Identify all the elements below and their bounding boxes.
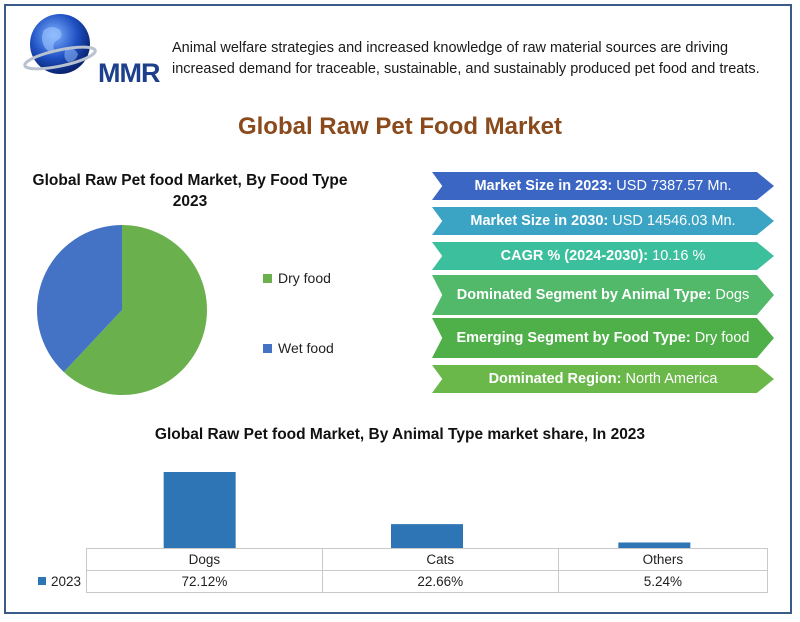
- stat-label: Emerging Segment by Food Type:: [456, 329, 691, 346]
- bar-dogs: [163, 472, 236, 548]
- category-label: Dogs: [86, 548, 323, 571]
- stat-label: Dominated Region:: [488, 370, 622, 387]
- legend-swatch: [38, 577, 46, 585]
- headline-text: Animal welfare strategies and increased …: [172, 40, 760, 77]
- legend-dry-food: Dry food: [263, 270, 331, 286]
- legend-label: Wet food: [278, 340, 334, 356]
- stat-market-size-2023: Market Size in 2023: USD 7387.57 Mn.: [432, 172, 774, 200]
- bar-chart-title: Global Raw Pet food Market, By Animal Ty…: [154, 426, 646, 443]
- value-label: 22.66%: [321, 570, 559, 593]
- pie-chart: [37, 225, 208, 395]
- category-label: Cats: [321, 548, 559, 571]
- series-label: 2023: [51, 573, 82, 589]
- stat-dominated-animal: Dominated Segment by Animal Type: Dogs: [432, 275, 774, 315]
- stat-value: Dogs: [715, 286, 750, 303]
- stat-market-size-2030: Market Size in 2030: USD 14546.03 Mn.: [432, 207, 774, 235]
- stat-value: USD 7387.57 Mn.: [616, 177, 732, 194]
- data-table: Dogs Cats Others 72.12% 22.66% 5.24%: [86, 548, 769, 593]
- mmr-logo: MMR: [22, 8, 160, 90]
- stat-value: 10.16 %: [652, 247, 706, 264]
- table-row: 72.12% 22.66% 5.24%: [86, 570, 769, 593]
- stat-emerging-food: Emerging Segment by Food Type: Dry food: [432, 318, 774, 358]
- globe-icon: [23, 14, 97, 74]
- bar-chart: [163, 472, 691, 548]
- stat-label: Market Size in 2023:: [474, 177, 613, 194]
- bar-others: [618, 542, 691, 548]
- logo-text: MMR: [98, 58, 160, 88]
- stat-cagr: CAGR % (2024-2030): 10.16 %: [432, 242, 774, 270]
- value-label: 5.24%: [557, 570, 769, 593]
- bar-cats: [391, 524, 463, 548]
- stat-dominated-region: Dominated Region: North America: [432, 365, 774, 393]
- category-label: Others: [557, 548, 769, 571]
- legend-swatch: [263, 273, 272, 283]
- table-row: Dogs Cats Others: [86, 548, 769, 571]
- stat-label: CAGR % (2024-2030):: [500, 247, 649, 264]
- pie-chart-title: Global Raw Pet food Market, By Food Type…: [32, 172, 348, 210]
- page-title: Global Raw Pet Food Market: [237, 113, 563, 140]
- legend-label: Dry food: [278, 270, 331, 286]
- pie-slice-wet-food: [37, 225, 123, 372]
- legend-wet-food: Wet food: [263, 340, 334, 356]
- value-label: 72.12%: [86, 570, 323, 593]
- stat-label: Dominated Segment by Animal Type:: [456, 286, 712, 303]
- legend-swatch: [263, 343, 272, 353]
- stat-value: Dry food: [694, 329, 750, 346]
- pie-slice-dry-food: [63, 225, 208, 395]
- stat-value: USD 14546.03 Mn.: [612, 212, 736, 229]
- stat-label: Market Size in 2030:: [470, 212, 609, 229]
- data-table-legend: 2023: [30, 570, 86, 592]
- stat-value: North America: [625, 370, 718, 387]
